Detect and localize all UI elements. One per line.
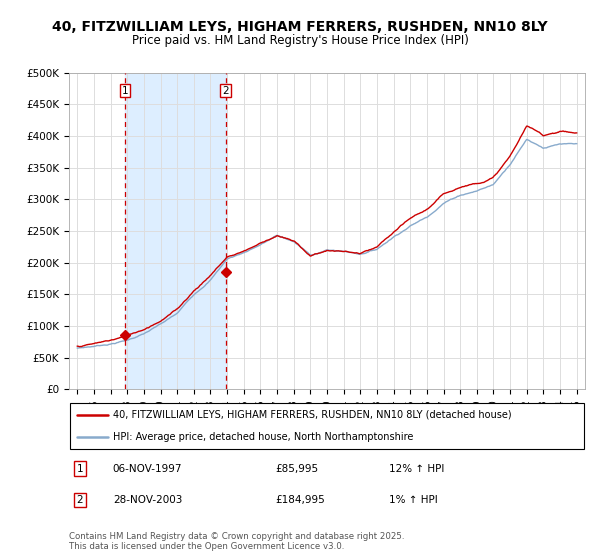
Text: 1: 1 [77, 464, 83, 474]
Text: £85,995: £85,995 [275, 464, 319, 474]
Text: £184,995: £184,995 [275, 495, 325, 505]
Text: 28-NOV-2003: 28-NOV-2003 [113, 495, 182, 505]
Bar [125, 73, 226, 389]
Text: 06-NOV-1997: 06-NOV-1997 [113, 464, 182, 474]
Text: Contains HM Land Registry data © Crown copyright and database right 2025.
This d: Contains HM Land Registry data © Crown c… [69, 532, 404, 552]
Text: HPI: Average price, detached house, North Northamptonshire: HPI: Average price, detached house, Nort… [113, 432, 413, 442]
Text: 40, FITZWILLIAM LEYS, HIGHAM FERRERS, RUSHDEN, NN10 8LY: 40, FITZWILLIAM LEYS, HIGHAM FERRERS, RU… [52, 20, 548, 34]
Text: 1: 1 [121, 86, 128, 96]
Text: 2: 2 [223, 86, 229, 96]
Text: 12% ↑ HPI: 12% ↑ HPI [389, 464, 444, 474]
Text: 1% ↑ HPI: 1% ↑ HPI [389, 495, 437, 505]
Text: 40, FITZWILLIAM LEYS, HIGHAM FERRERS, RUSHDEN, NN10 8LY (detached house): 40, FITZWILLIAM LEYS, HIGHAM FERRERS, RU… [113, 410, 511, 420]
Text: Price paid vs. HM Land Registry's House Price Index (HPI): Price paid vs. HM Land Registry's House … [131, 34, 469, 46]
Text: 2: 2 [77, 495, 83, 505]
